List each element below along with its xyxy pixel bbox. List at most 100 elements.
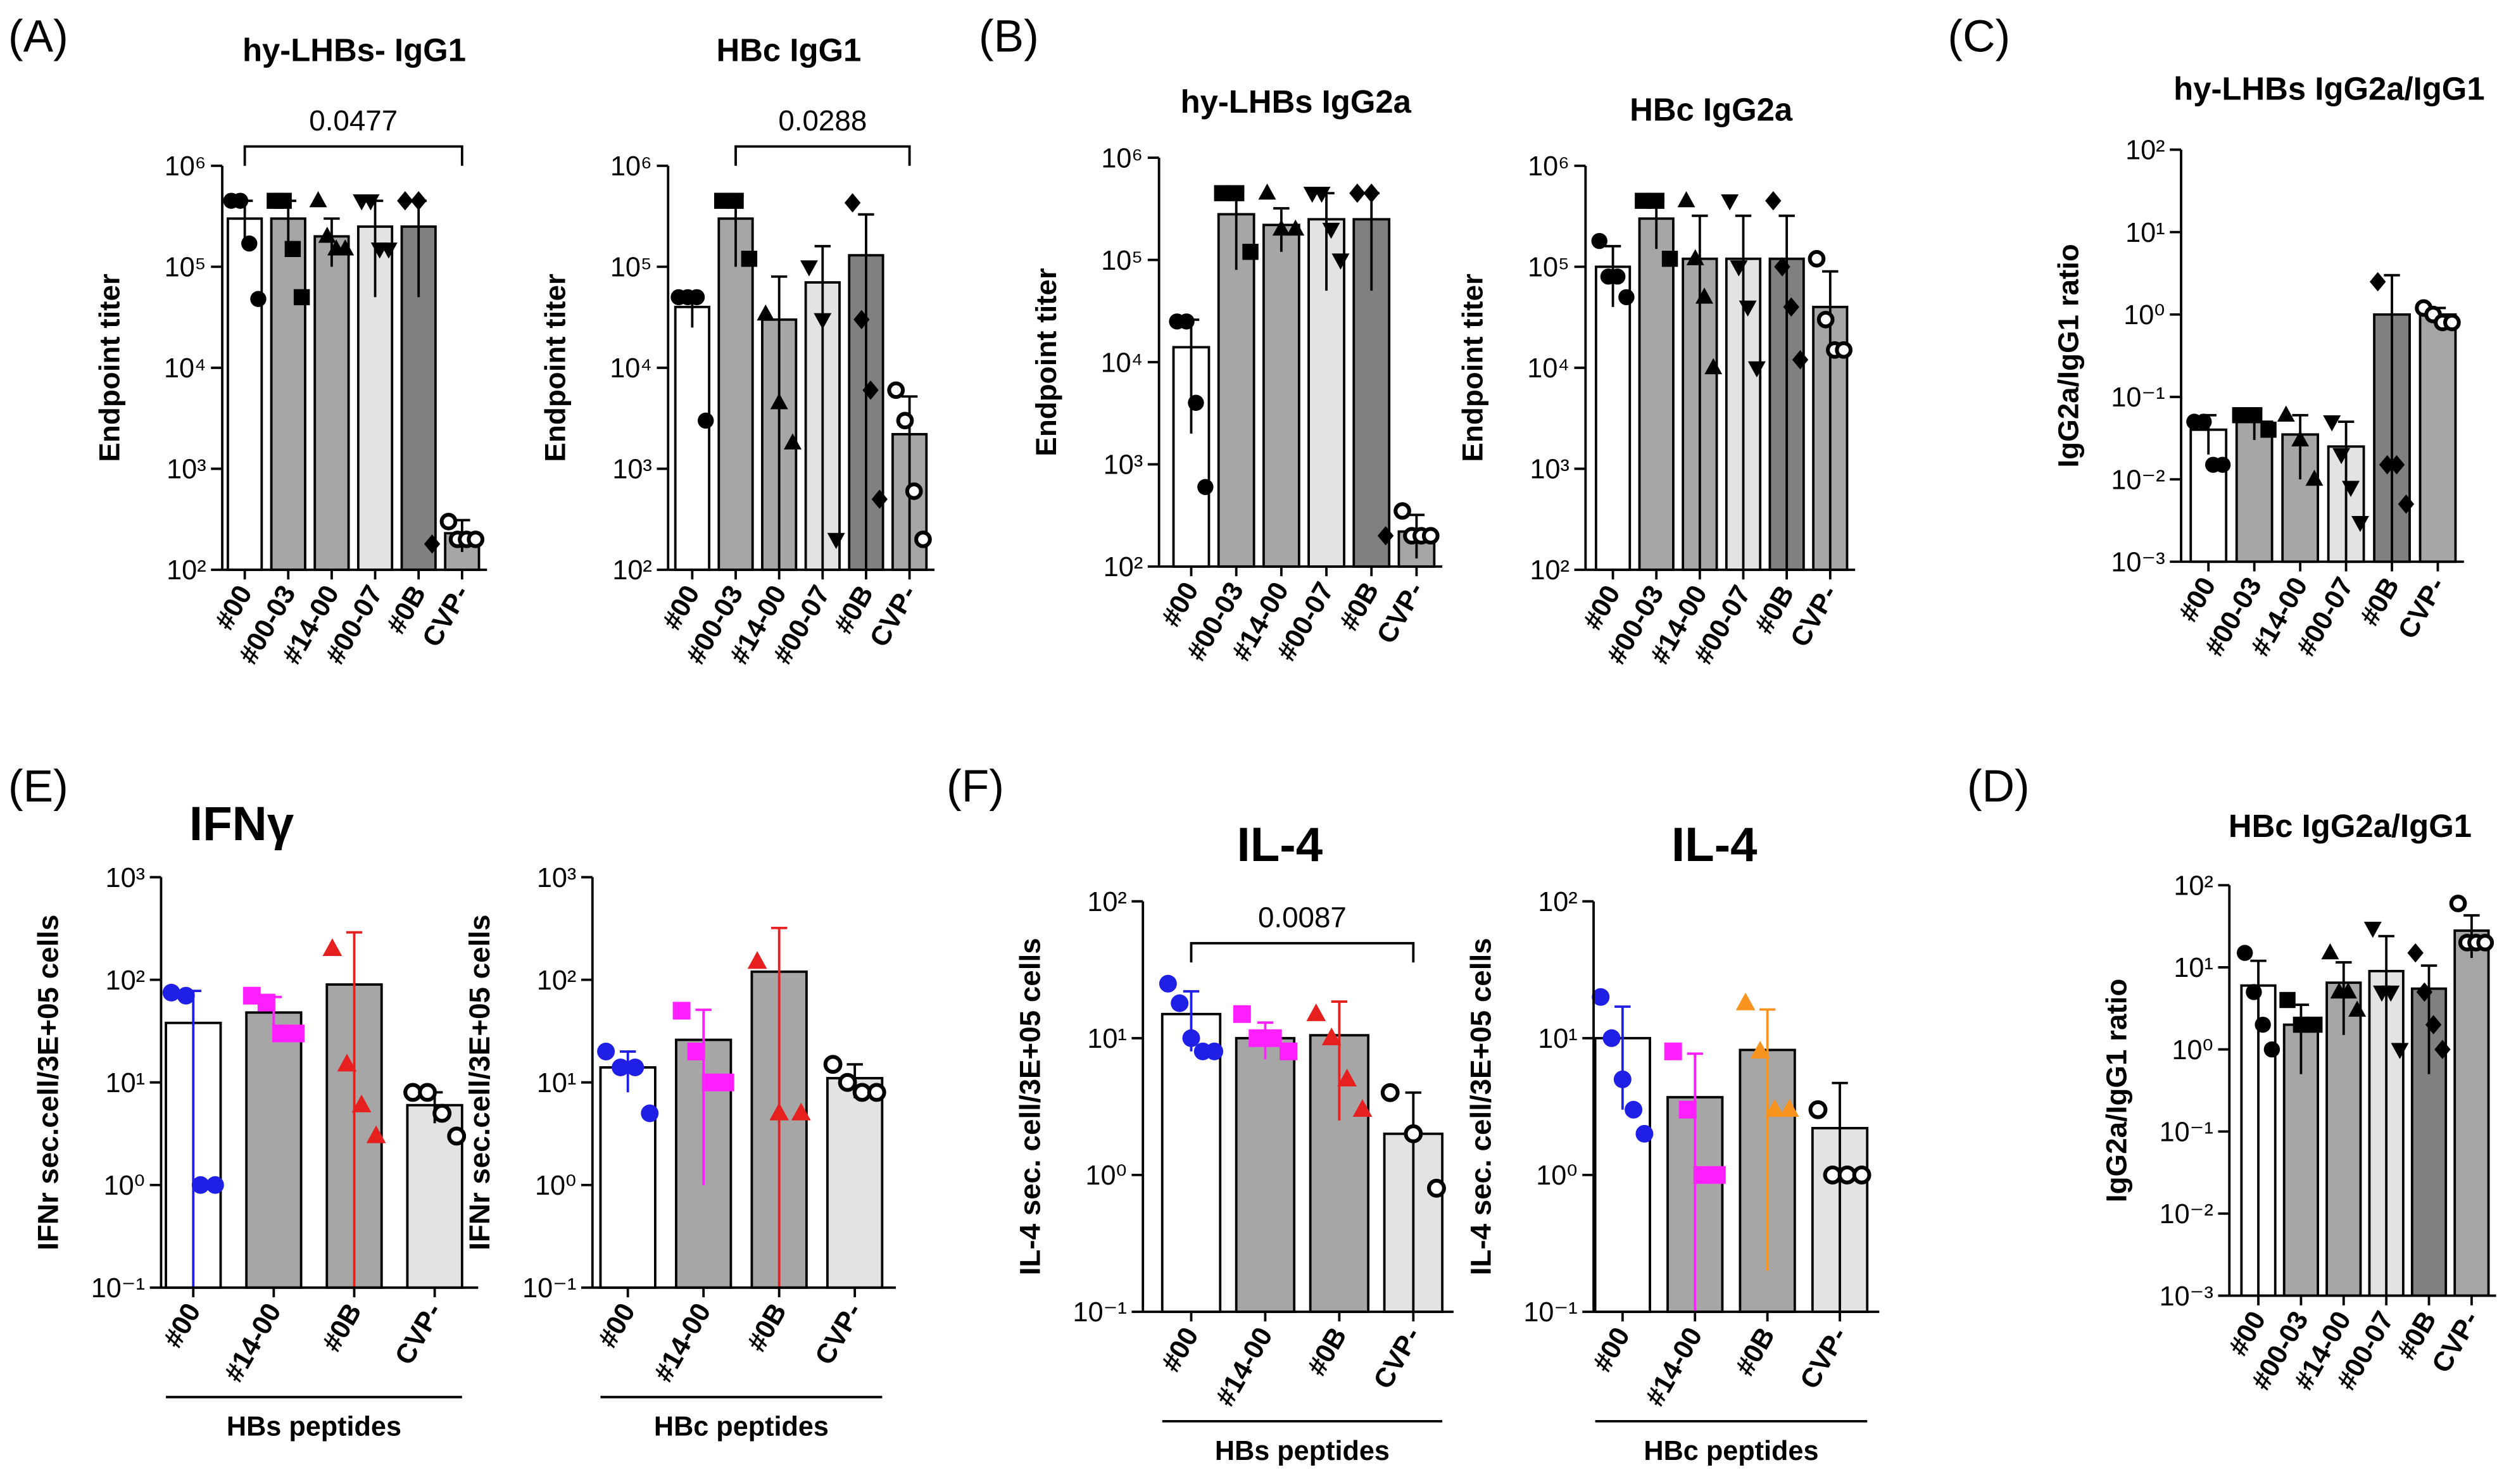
point [672, 1002, 691, 1020]
point [1312, 186, 1331, 203]
y-tick-label: 10⁵ [1528, 253, 1569, 283]
bar [1262, 223, 1300, 568]
chart-title: HBc IgG1 [717, 32, 862, 68]
point [2263, 1041, 2280, 1058]
point [784, 433, 802, 450]
x-tick-label: #00 [1587, 1323, 1637, 1377]
point [714, 192, 731, 209]
point [727, 192, 744, 209]
point [1602, 1029, 1621, 1047]
y-tick-label: 10⁻¹ [1073, 1297, 1127, 1328]
y-tick-label: 10² [106, 965, 145, 996]
point [336, 239, 355, 256]
bar [2419, 313, 2457, 563]
chart-title: IL-4 [1237, 818, 1323, 872]
bar [717, 217, 754, 571]
y-tick-label: 10¹ [2125, 218, 2165, 248]
y-tick-label: 10⁰ [1085, 1160, 1126, 1191]
point [597, 1042, 615, 1060]
point [1739, 300, 1757, 317]
y-axis-label: Endpoint titer [539, 274, 572, 462]
y-tick-label: 10² [1538, 887, 1577, 917]
bar [2453, 929, 2490, 1297]
point [1730, 260, 1748, 277]
y-tick-label: 10⁰ [2172, 1035, 2213, 1066]
point [814, 313, 832, 330]
y-axis-label: Endpoint titer [1030, 268, 1062, 456]
point [2416, 982, 2433, 1002]
point [1835, 341, 1852, 359]
point [1852, 1165, 1871, 1185]
group-label: HBs peptides [1215, 1436, 1390, 1466]
y-tick-label: 10¹ [106, 1068, 145, 1098]
y-tick-label: 10⁶ [1101, 143, 1143, 173]
point [1188, 394, 1204, 411]
significance-label: 0.0087 [1258, 901, 1347, 933]
y-tick-label: 10¹ [2173, 953, 2213, 983]
point [844, 193, 861, 213]
point [1765, 191, 1782, 211]
point [2255, 1016, 2271, 1033]
point [206, 1176, 224, 1194]
point [286, 1024, 305, 1043]
point [257, 993, 275, 1012]
point [1233, 1005, 1251, 1023]
point [1421, 527, 1440, 545]
point [1613, 1070, 1632, 1088]
point [896, 412, 914, 430]
point [1747, 361, 1766, 378]
y-tick-label: 10² [612, 555, 651, 586]
point [769, 1102, 789, 1121]
panel-label: (B) [979, 11, 1039, 61]
y-tick-label: 10⁰ [2123, 300, 2165, 330]
point [379, 242, 398, 259]
point [2369, 272, 2386, 292]
x-tick-label: CVP- [809, 1298, 868, 1369]
bar [313, 235, 350, 571]
x-tick-label: CVP- [1368, 1323, 1427, 1394]
point [1214, 185, 1231, 201]
point [2407, 943, 2424, 963]
point [2306, 1016, 2323, 1033]
point [250, 291, 267, 307]
y-tick-label: 10⁻¹ [522, 1273, 576, 1304]
y-axis-label: IgG2a/IgG1 ratio [2052, 244, 2084, 467]
significance-label: 0.0477 [309, 104, 398, 137]
x-tick-label: #00 [1155, 1323, 1205, 1377]
point [1242, 244, 1259, 260]
point [1592, 988, 1610, 1006]
y-tick-label: 10² [2173, 871, 2213, 902]
point [791, 1102, 811, 1121]
point [641, 1104, 659, 1122]
y-tick-label: 10⁰ [1536, 1160, 1577, 1191]
point [362, 194, 380, 211]
point [2348, 1000, 2367, 1017]
point [2449, 895, 2467, 912]
point [1258, 183, 1276, 200]
point [887, 381, 905, 399]
point [1349, 183, 1366, 203]
point [2246, 984, 2262, 1000]
x-tick-label: CVP- [1794, 1323, 1853, 1394]
y-axis-label: IL-4 sec. cell/3E+05 cells [1464, 938, 1497, 1275]
y-tick-label: 10⁻¹ [1523, 1297, 1577, 1328]
y-tick-label: 10² [1104, 552, 1143, 582]
y-tick-label: 10² [1087, 887, 1126, 917]
point [432, 1104, 452, 1123]
point [2398, 494, 2415, 514]
point [322, 938, 343, 957]
point [687, 1042, 705, 1060]
point [1306, 1003, 1326, 1021]
y-tick-label: 10¹ [1538, 1024, 1577, 1054]
group-label: HBc peptides [654, 1412, 829, 1442]
x-tick-label: CVP- [2393, 572, 2451, 644]
point [1721, 194, 1739, 211]
y-tick-label: 10³ [1530, 455, 1569, 485]
y-tick-label: 10¹ [1087, 1024, 1126, 1054]
point [827, 532, 845, 550]
chart-title: hy-LHBs IgG2a [1181, 84, 1412, 120]
point [337, 1053, 357, 1072]
y-tick-label: 10⁵ [610, 253, 652, 283]
point [1774, 257, 1790, 277]
